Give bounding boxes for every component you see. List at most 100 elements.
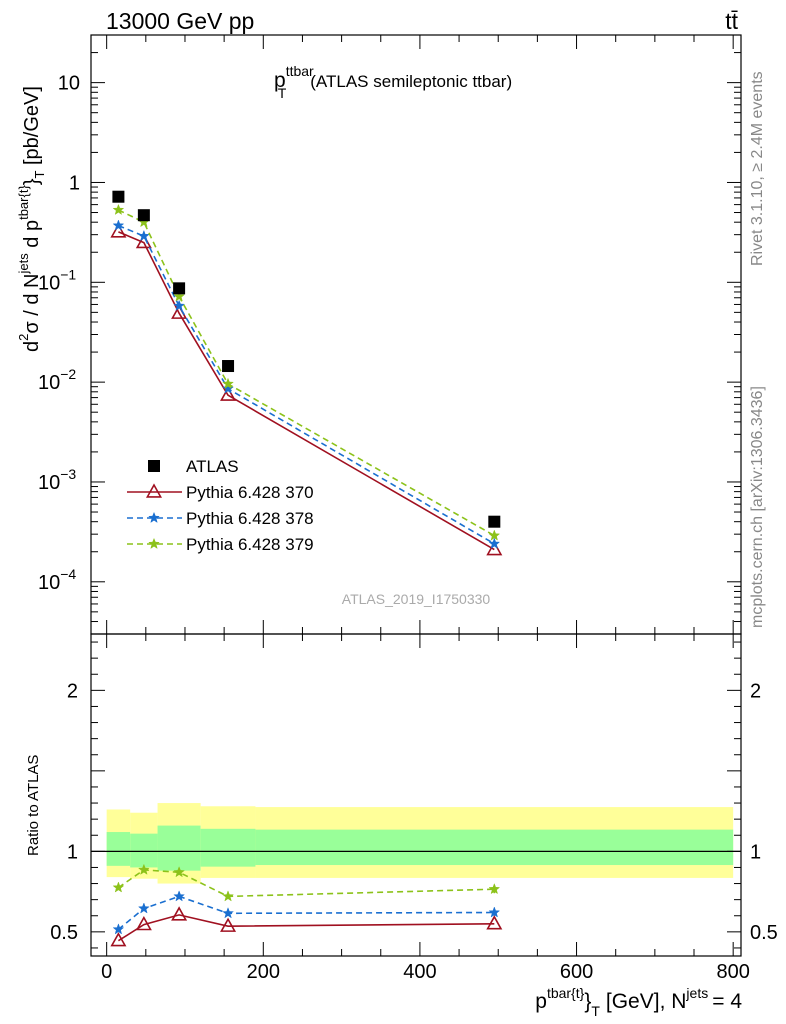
analysis-watermark: ATLAS_2019_I1750330 — [342, 591, 491, 607]
ratio-line-0 — [117, 914, 495, 942]
ratio-marker-2 — [222, 890, 235, 902]
legend-label: Pythia 6.428 378 — [186, 509, 314, 528]
ratio-y-tick-label-right: 1 — [750, 841, 761, 863]
band-inner-4 — [255, 829, 734, 866]
main-marker-2 — [173, 290, 185, 302]
atlas-data-point — [488, 515, 501, 528]
legend-marker — [148, 511, 160, 523]
ylabel-dp: d p — [21, 220, 43, 253]
ratio-y-tick-label-right: 0.5 — [750, 922, 778, 944]
ratio-marker-1 — [488, 906, 501, 918]
ratio-marker-1 — [112, 923, 125, 935]
legend: ATLAS Pythia 6.428 370 Pythia 6.428 378 Pyt… — [127, 457, 314, 554]
ratio-marker-2 — [112, 881, 125, 893]
ratio-marker-2 — [488, 882, 501, 895]
plot-title: pttbar T (ATLAS semileptonic ttbar) — [274, 63, 512, 101]
x-tick-label: 200 — [247, 961, 280, 983]
ratio-marker-0 — [135, 915, 152, 931]
legend-marker — [145, 483, 163, 498]
title-sup: ttbar — [286, 63, 314, 79]
atlas-data-point — [222, 360, 235, 373]
main-marker-2 — [488, 529, 501, 541]
y-axis-label-main: d2σ / d Njets d ptbar{t}}T [pb/GeV] — [16, 86, 47, 352]
ylabel-sup2: jets — [16, 253, 31, 275]
main-series — [110, 203, 503, 556]
y-tick-label: 10−4 — [38, 566, 76, 594]
ratio-uncertainty-bands — [106, 803, 734, 884]
band-inner-3 — [200, 828, 256, 867]
band-inner-2 — [157, 825, 201, 871]
xlabel-sup: tbar{t} — [547, 985, 585, 1001]
header-right: tt̄ — [725, 8, 738, 34]
ratio-line-2 — [117, 869, 495, 898]
xlabel-sup2: jets — [685, 985, 708, 1001]
x-tick-label: 800 — [716, 961, 749, 983]
atlas-data-point — [173, 282, 186, 295]
xlabel-rest: [GeV], N — [606, 990, 687, 1013]
ylabel-sub: T — [32, 171, 47, 179]
ratio-marker-2 — [137, 863, 150, 875]
xlabel-rest2: = 4 — [712, 990, 742, 1013]
main-marker-1 — [137, 229, 150, 242]
data-points — [112, 190, 501, 528]
x-tick-label: 0 — [101, 961, 112, 983]
ylabel-sup1: 2 — [16, 334, 31, 341]
ratio-marker-0 — [171, 906, 188, 921]
main-marker-0 — [220, 386, 237, 401]
x-axis-label: ptbar{t}}T [GeV], Njets = 4 — [535, 985, 742, 1019]
legend-label: Pythia 6.428 379 — [186, 535, 314, 554]
ratio-y-tick-label-left: 1 — [67, 841, 78, 863]
ratio-marker-1 — [173, 890, 185, 902]
ylabel-brace: } — [21, 178, 43, 185]
title-sub: T — [278, 85, 287, 101]
ylabel-d: d — [21, 341, 43, 352]
ratio-marker-0 — [486, 915, 503, 930]
mcplots-label: mcplots.cern.ch [arXiv:1306.3436] — [749, 386, 766, 628]
ratio-marker-2 — [173, 866, 185, 878]
header-left: 13000 GeV pp — [106, 8, 254, 34]
ratio-marker-0 — [110, 932, 127, 947]
title-main: p — [274, 69, 286, 92]
axis-tick-labels: 0 200 400 600 800 10−4 10−3 10−2 10−1 1 10 0.5 0.5 1 1… — [38, 73, 778, 983]
x-tick-label: 400 — [403, 961, 436, 983]
legend-marker-atlas — [148, 460, 160, 472]
band-inner-0 — [106, 832, 131, 866]
ratio-marker-1 — [137, 902, 150, 914]
xlabel-sub: T — [591, 1003, 600, 1019]
xlabel-brace: } — [584, 990, 591, 1013]
main-line-0 — [118, 231, 495, 551]
ratio-marker-1 — [222, 907, 235, 919]
axis-ticks — [91, 34, 741, 956]
legend-marker — [148, 537, 160, 549]
legend-label: Pythia 6.428 370 — [186, 483, 314, 502]
main-marker-1 — [112, 219, 125, 231]
band-inner-1 — [130, 833, 158, 868]
ratio-y-tick-label-left: 2 — [67, 680, 78, 702]
main-marker-2 — [222, 377, 234, 390]
ratio-y-tick-label-right: 2 — [750, 680, 761, 702]
main-marker-1 — [173, 299, 185, 311]
rivet-label: Rivet 3.1.10, ≥ 2.4M events — [749, 71, 766, 266]
legend-label-atlas: ATLAS — [186, 457, 239, 476]
y-axis-label-ratio: Ratio to ATLAS — [25, 755, 42, 856]
ylabel-unit: [pb/GeV] — [21, 86, 43, 171]
xlabel-p: p — [535, 990, 547, 1013]
y-tick-label: 1 — [69, 172, 80, 194]
main-marker-0 — [110, 223, 127, 238]
y-tick-label: 10−3 — [38, 466, 76, 494]
ratio-y-tick-label-left: 0.5 — [50, 922, 78, 944]
main-marker-1 — [488, 537, 501, 549]
title-rest: (ATLAS semileptonic ttbar) — [310, 72, 512, 91]
ylabel-sigma: σ / d N — [21, 274, 43, 334]
ratio-marker-0 — [220, 917, 237, 932]
y-tick-label: 10−1 — [38, 266, 76, 294]
ylabel-sup3: tbar{t} — [16, 185, 31, 220]
atlas-data-point — [112, 190, 125, 203]
atlas-data-point — [137, 209, 150, 222]
main-marker-2 — [112, 203, 125, 215]
x-tick-label: 600 — [560, 961, 593, 983]
ratio-series — [110, 863, 503, 947]
ratio-plot-frame — [90, 633, 742, 957]
y-tick-label: 10−2 — [38, 366, 76, 394]
